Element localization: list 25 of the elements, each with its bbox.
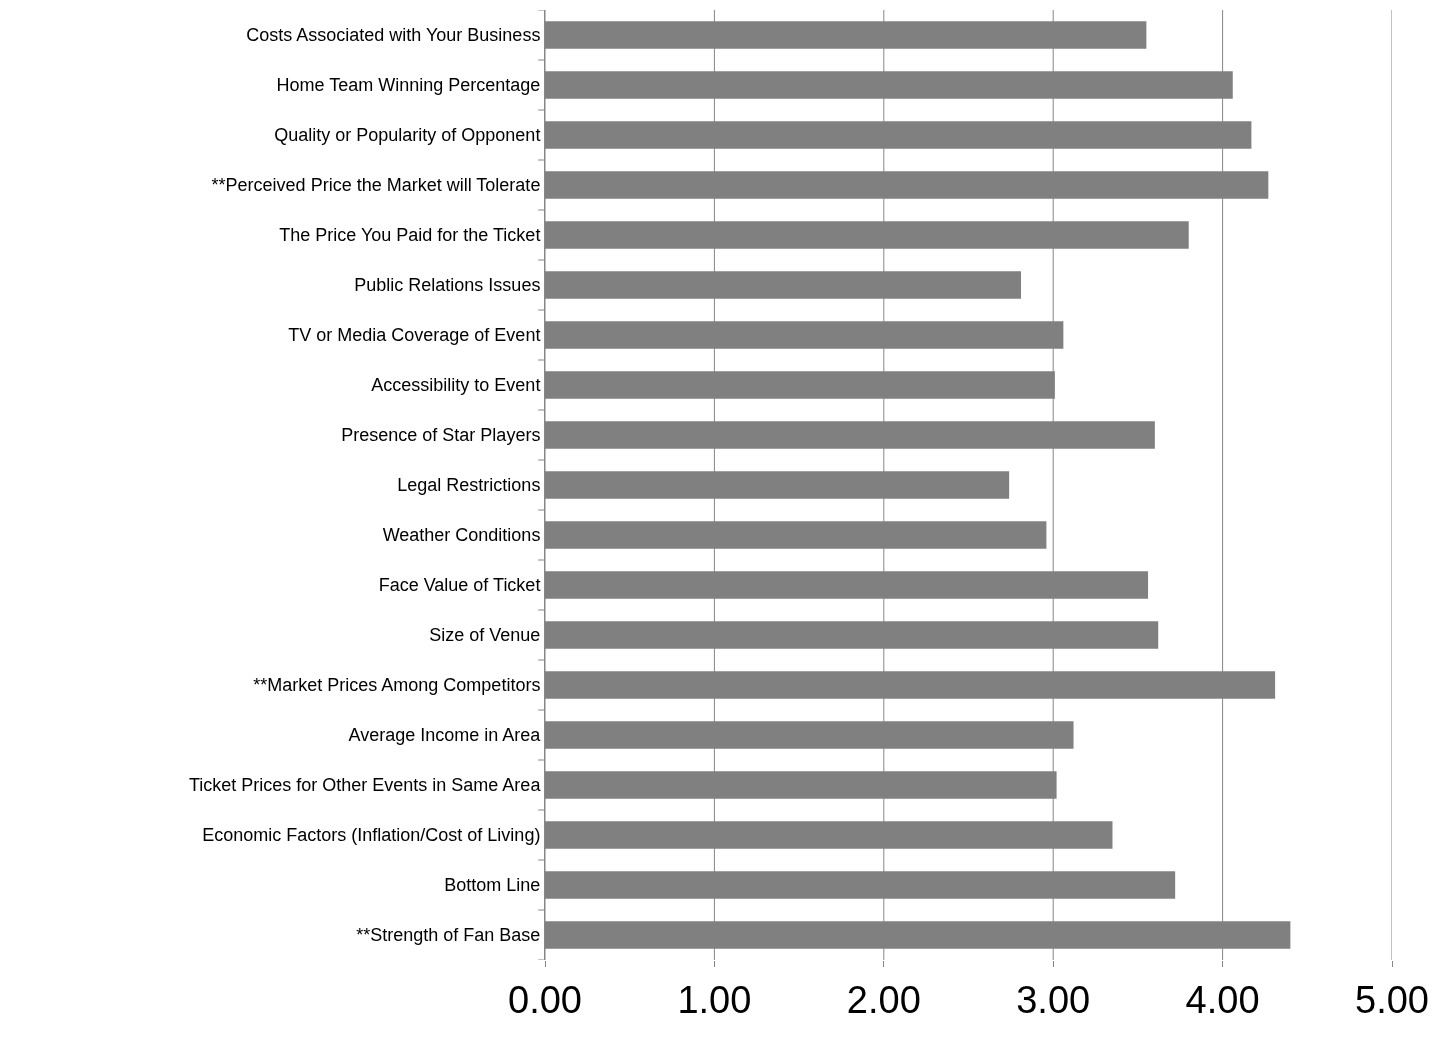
y-tick-label: Size of Venue (429, 625, 541, 646)
y-tick-label: Economic Factors (Inflation/Cost of Living) (202, 825, 541, 846)
y-tick-label: The Price You Paid for the Ticket (279, 225, 541, 246)
y-tick-label: Public Relations Issues (354, 275, 541, 296)
x-tick-label: 3.00 (1016, 978, 1091, 1021)
y-tick-label: **Market Prices Among Competitors (253, 675, 541, 696)
x-tick-label: 5.00 (1355, 978, 1429, 1021)
x-tick-label: 1.00 (677, 978, 752, 1021)
y-tick-label: Home Team Winning Percentage (276, 75, 541, 96)
y-tick-label: Accessibility to Event (371, 375, 541, 396)
x-tick-label: 0.00 (508, 978, 582, 1021)
y-tick-label: Presence of Star Players (341, 425, 541, 446)
y-tick-label: **Perceived Price the Market will Tolerate (211, 175, 541, 196)
y-tick-label: Ticket Prices for Other Events in Same Area (188, 775, 542, 796)
y-tick-label: Bottom Line (444, 875, 541, 896)
y-tick-label: Average Income in Area (348, 725, 542, 746)
y-tick-label: **Strength of Fan Base (356, 925, 541, 946)
y-tick-label: Costs Associated with Your Business (246, 25, 541, 46)
y-tick-label: Legal Restrictions (397, 475, 541, 496)
y-tick-label: Face Value of Ticket (378, 575, 541, 596)
x-tick-label: 4.00 (1185, 978, 1260, 1021)
y-tick-label: Quality or Popularity of Opponent (274, 125, 541, 146)
y-tick-label: Weather Conditions (382, 525, 541, 546)
x-tick-label: 2.00 (846, 978, 921, 1021)
y-tick-label: TV or Media Coverage of Event (288, 325, 541, 346)
